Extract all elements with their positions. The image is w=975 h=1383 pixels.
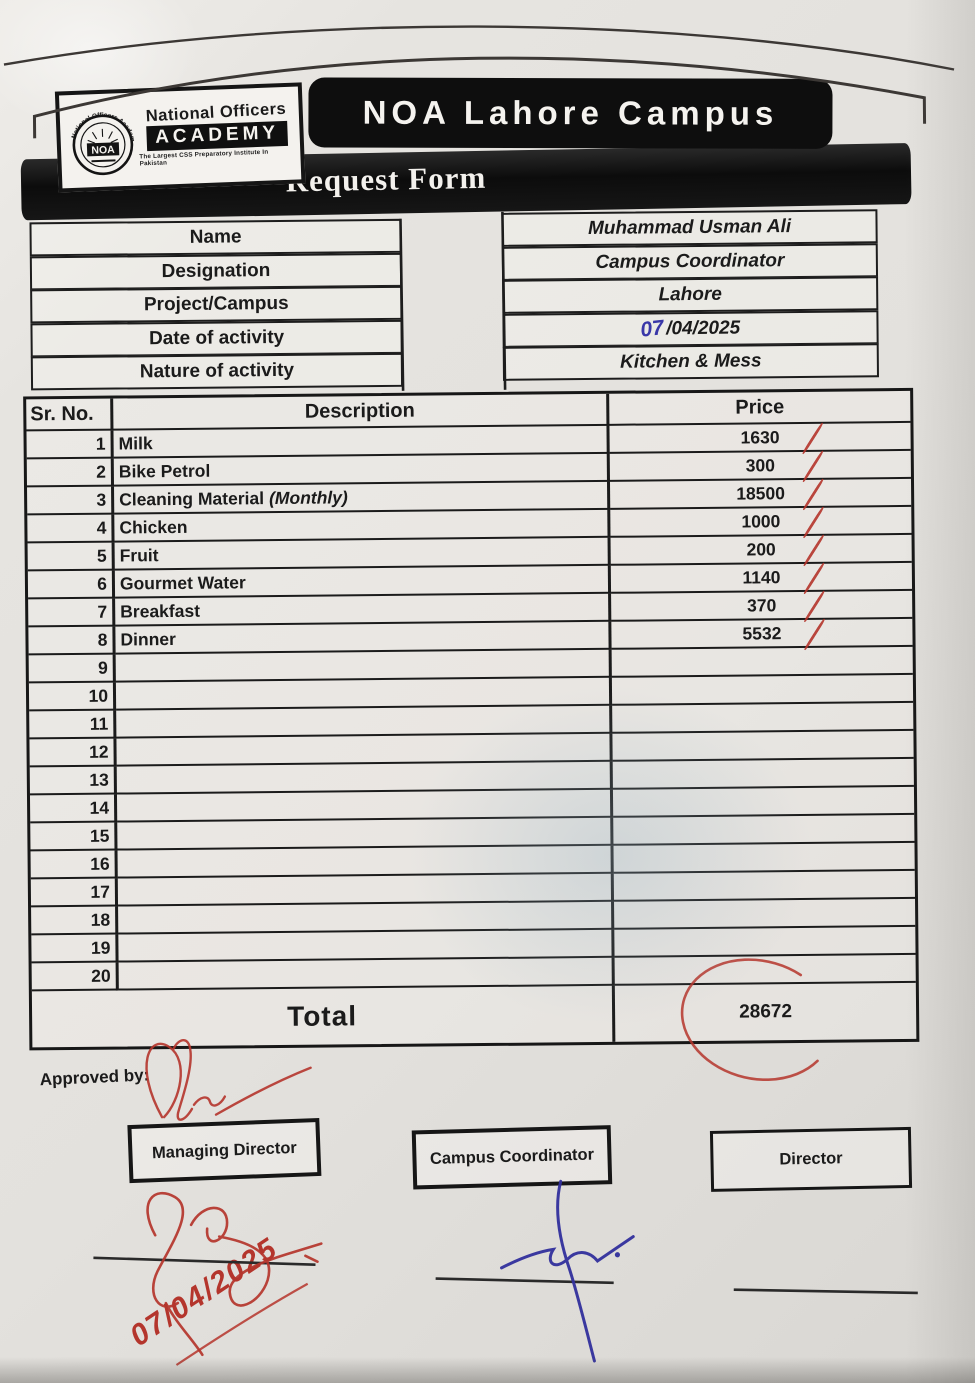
col-header-description: Description <box>113 393 610 431</box>
seal-noa-text: NOA <box>91 143 115 156</box>
info-divider-lines <box>399 211 507 391</box>
noa-seal-icon: National Officers Academy NOA <box>61 92 140 184</box>
academy-logo-box: National Officers Academy NOA National O… <box>54 82 306 193</box>
approved-by-label: Approved by: <box>39 1065 150 1090</box>
info-value-project-campus: Lahore <box>502 276 879 315</box>
red-check-mark <box>801 506 825 539</box>
info-label-designation: Designation <box>29 252 403 290</box>
red-check-mark <box>802 534 825 567</box>
red-check-mark <box>801 422 824 455</box>
campus-banner-text: NOA Lahore Campus <box>362 93 779 132</box>
signature-box-campus-coordinator: Campus Coordinator <box>411 1125 613 1190</box>
photo-shadow <box>330 620 890 1090</box>
col-header-price: Price <box>609 390 911 426</box>
photo-bottom-edge <box>0 1357 975 1383</box>
academy-logo-text: National Officers ACADEMY The Largest CS… <box>137 100 296 167</box>
photo-right-shade <box>905 0 975 1383</box>
info-value-designation: Campus Coordinator <box>501 242 879 281</box>
handwritten-date-red: 07/04/2025 <box>124 1231 285 1354</box>
info-value-name: Muhammad Usman Ali <box>501 209 878 247</box>
info-label-nature-of-activity: Nature of activity <box>30 353 404 391</box>
signature-box-managing-director: Managing Director <box>127 1117 322 1184</box>
svg-text:National Officers Academy: National Officers Academy <box>63 97 136 145</box>
logo-org-line2: ACADEMY <box>146 120 288 152</box>
campus-banner: NOA Lahore Campus <box>308 77 833 149</box>
signature-red-approved <box>145 1038 312 1121</box>
col-header-sr-no: Sr. No. <box>26 398 114 432</box>
red-check-mark <box>801 478 825 511</box>
info-label-project-campus: Project/Campus <box>30 285 403 324</box>
signature-blue-campus-coordinator <box>500 1179 635 1363</box>
info-label-name: Name <box>29 218 402 257</box>
info-value-date-of-activity: 07 /04/2025 <box>502 310 879 348</box>
info-label-date-of-activity: Date of activity <box>30 319 403 358</box>
red-check-mark <box>802 562 825 595</box>
info-value-nature-of-activity: Kitchen & Mess <box>502 343 880 382</box>
red-check-mark <box>802 590 826 623</box>
signature-box-director: Director <box>709 1126 913 1192</box>
red-check-mark <box>801 450 824 483</box>
handwritten-day-blue: 07 <box>639 315 666 342</box>
